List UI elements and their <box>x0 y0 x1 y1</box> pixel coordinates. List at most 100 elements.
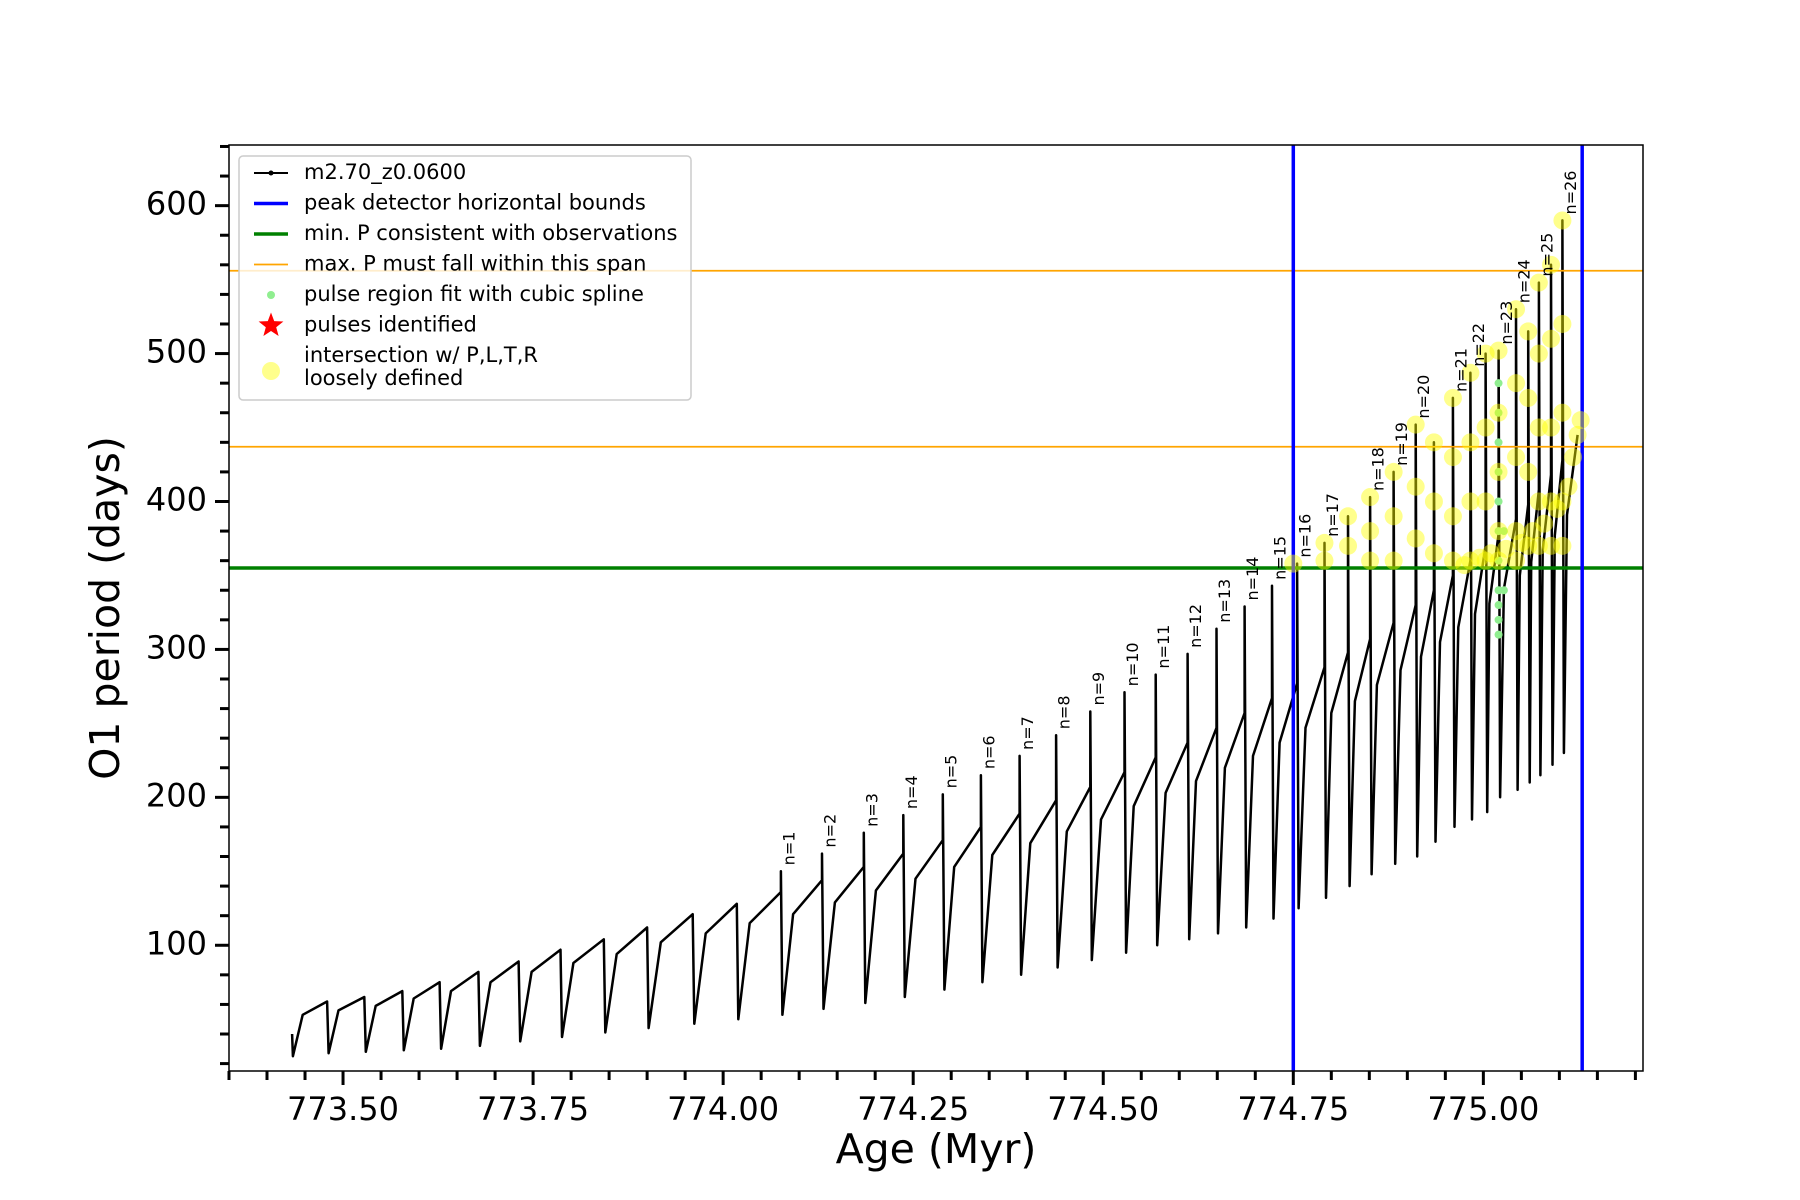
data-point <box>1542 329 1561 348</box>
data-point <box>1535 514 1554 533</box>
data-point <box>1461 492 1480 511</box>
annotation: n=21 <box>1451 348 1470 392</box>
data-point <box>1361 551 1380 570</box>
annotation: n=22 <box>1469 323 1488 367</box>
legend-label: min. P consistent with observations <box>304 221 677 245</box>
annotation: n=12 <box>1186 604 1205 648</box>
data-point <box>1424 492 1443 511</box>
x-tick-label: 774.50 <box>1047 1090 1159 1128</box>
plot-area <box>229 145 1643 1071</box>
data-point <box>1461 363 1480 382</box>
data-point <box>1523 522 1542 541</box>
legend-swatch <box>262 362 280 380</box>
legend-label: max. P must fall within this span <box>304 252 646 276</box>
x-tick-label: 775.00 <box>1427 1090 1539 1128</box>
data-point <box>1512 533 1531 552</box>
annotation: n=25 <box>1537 233 1556 277</box>
x-tick-label: 773.50 <box>287 1090 399 1128</box>
data-point <box>1384 551 1403 570</box>
data-point <box>1284 554 1303 573</box>
data-point <box>1568 425 1587 444</box>
data-line <box>290 219 1579 1058</box>
data-point <box>1424 544 1443 563</box>
data-point <box>1497 539 1516 558</box>
data-point <box>1494 467 1503 476</box>
data-point <box>1476 551 1495 570</box>
annotation: n=6 <box>979 735 998 769</box>
y-tick-label: 200 <box>146 776 207 814</box>
annotation: n=24 <box>1515 259 1534 303</box>
legend-label: pulses identified <box>304 313 477 337</box>
y-tick-label: 400 <box>146 480 207 518</box>
annotation: n=1 <box>779 832 798 866</box>
axes-frame <box>228 144 1644 1072</box>
data-point <box>1542 255 1561 274</box>
data-point <box>1559 477 1578 496</box>
data-point <box>1519 462 1538 481</box>
data-point <box>1315 533 1334 552</box>
x-axis-label: Age (Myr) <box>836 1125 1037 1173</box>
data-point <box>1489 522 1508 541</box>
data-point <box>1424 433 1443 452</box>
x-tick-label: 774.00 <box>667 1090 779 1128</box>
data-point <box>1461 433 1480 452</box>
data-point <box>1553 314 1572 333</box>
data-point <box>1553 403 1572 422</box>
y-tick-label: 600 <box>146 185 207 223</box>
annotation: n=26 <box>1561 171 1580 215</box>
data-point <box>1443 448 1462 467</box>
legend-label: intersection w/ P,L,T,R <box>304 343 538 367</box>
y-tick-label: 500 <box>146 333 207 371</box>
data-point <box>1494 497 1503 506</box>
data-point <box>1489 551 1508 570</box>
data-point <box>1553 536 1572 555</box>
legend-swatch <box>258 312 284 336</box>
data-point <box>1494 615 1503 624</box>
data-point <box>1489 341 1508 360</box>
legend-label: peak detector horizontal bounds <box>304 191 646 215</box>
data-point <box>1455 556 1474 575</box>
data-point <box>1548 499 1567 518</box>
annotation: n=7 <box>1018 716 1037 750</box>
data-point <box>1470 548 1489 567</box>
annotation: n=3 <box>862 793 881 827</box>
data-point <box>1507 522 1526 541</box>
data-point <box>1476 418 1495 437</box>
annotation: n=13 <box>1215 579 1234 623</box>
annotation: n=4 <box>902 775 921 809</box>
data-point <box>1494 438 1503 447</box>
legend-label: loosely defined <box>304 366 463 390</box>
data-point <box>1361 488 1380 507</box>
data-point <box>1481 544 1500 563</box>
annotation: n=15 <box>1271 536 1290 580</box>
annotation: n=8 <box>1055 695 1074 729</box>
data-point <box>1494 408 1503 417</box>
data-point <box>1339 507 1358 526</box>
annotation: n=2 <box>820 814 839 848</box>
data-point <box>1443 388 1462 407</box>
legend-label: pulse region fit with cubic spline <box>304 282 644 306</box>
legend-swatch-dot <box>268 170 274 176</box>
data-point <box>1339 536 1358 555</box>
data-point <box>1519 536 1538 555</box>
data-point <box>1443 507 1462 526</box>
annotation: n=23 <box>1497 301 1516 345</box>
data-point <box>1542 492 1561 511</box>
y-tick-label: 100 <box>146 924 207 962</box>
annotation: n=17 <box>1323 493 1342 537</box>
data-point <box>1571 411 1590 430</box>
data-point <box>1507 300 1526 319</box>
data-point <box>1494 556 1503 565</box>
annotation: n=16 <box>1296 514 1315 558</box>
data-point <box>1529 344 1548 363</box>
data-point <box>1542 418 1561 437</box>
data-point <box>1553 492 1572 511</box>
data-point <box>1384 462 1403 481</box>
data-point <box>1519 388 1538 407</box>
data-point <box>1529 418 1548 437</box>
annotation: n=10 <box>1123 642 1142 686</box>
data-point <box>1542 536 1561 555</box>
annotation: n=14 <box>1243 557 1262 601</box>
data-point <box>1406 415 1425 434</box>
